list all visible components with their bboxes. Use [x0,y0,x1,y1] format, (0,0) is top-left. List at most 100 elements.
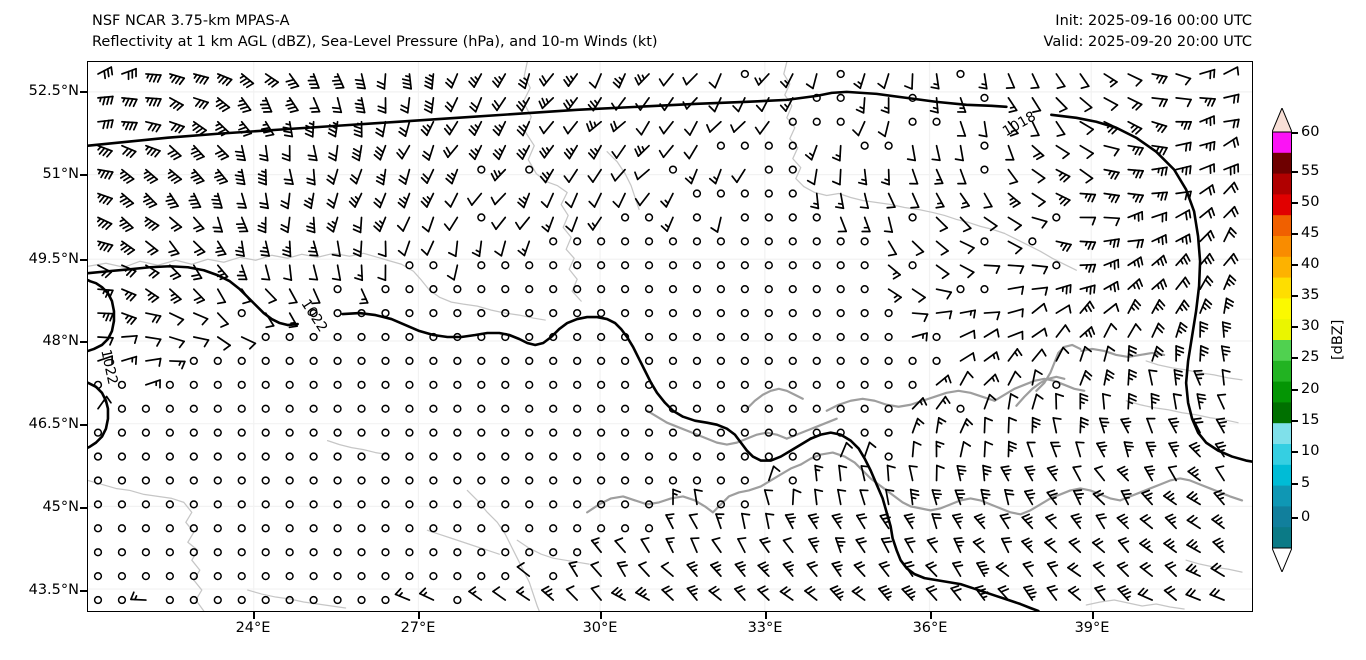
calm-wind-marker [405,261,414,270]
calm-wind-marker [788,380,797,389]
wind-barb [307,73,320,89]
wind-barb [973,513,986,530]
wind-barb [565,216,579,233]
wind-barb [1007,440,1017,458]
wind-barb [168,240,180,257]
calm-wind-marker [309,595,318,605]
colorbar-tick-mark [1292,389,1298,391]
wind-barb [1092,489,1106,506]
wind-barb [376,73,387,90]
calm-wind-marker [141,548,151,557]
calm-wind-marker [357,332,366,342]
wind-barb [590,561,602,577]
wind-barb [1187,466,1201,482]
wind-barb [1168,417,1180,434]
wind-barb [665,537,675,554]
wind-barb [97,168,114,180]
wind-barb [1163,490,1177,506]
wind-barb [121,355,138,366]
wind-barb [1021,537,1034,554]
wind-barb [911,440,922,458]
calm-wind-marker [429,285,438,294]
map-plot-area[interactable]: 1018 1022 1022 [87,61,1253,612]
calm-wind-marker [429,308,438,318]
wind-barb [1127,211,1144,222]
wind-barb [307,144,318,162]
wind-barb [1175,233,1192,245]
wind-barb [236,192,247,209]
wind-barb [236,264,248,281]
calm-wind-marker [692,213,702,222]
wind-barb [190,168,205,185]
wind-barb [167,168,183,184]
calm-wind-marker [932,117,941,126]
wind-barb [1151,97,1168,108]
calm-wind-marker [525,404,534,413]
wind-barb [959,216,972,233]
calm-wind-marker [740,308,750,318]
wind-barb [1215,465,1225,482]
calm-wind-marker [716,428,726,437]
calm-wind-marker [333,332,342,342]
calm-wind-marker [213,404,222,413]
wind-barb [658,73,674,87]
calm-wind-marker [309,404,318,413]
wind-barb [538,97,555,110]
wind-barb [258,144,269,162]
wind-barb [1175,253,1191,267]
reflectivity-colorbar[interactable] [1272,108,1292,572]
calm-wind-marker [333,548,342,557]
calm-wind-marker [309,308,318,318]
wind-barb [145,120,162,133]
wind-barb [935,374,952,386]
wind-barb [1223,136,1240,148]
wind-barb [401,73,412,90]
wind-barb [517,192,531,209]
wind-barb [1023,584,1037,601]
valid-time-label: Valid: 2025-09-20 20:00 UTC [1043,34,1252,51]
wind-barb [611,97,626,111]
calm-wind-marker [429,548,438,557]
wind-barb [1186,514,1201,530]
calm-wind-marker [453,308,462,318]
wind-barb [1079,284,1096,295]
calm-wind-marker [429,476,438,485]
calm-wind-marker [788,308,797,318]
calm-wind-marker [213,380,222,389]
wind-barb [1199,97,1216,107]
wind-barb [856,513,868,530]
colorbar-tick-label: 60 [1301,124,1320,140]
calm-wind-marker [381,285,390,294]
wind-barb [1079,192,1097,203]
wind-barb [611,586,626,601]
wind-barb [538,120,555,135]
calm-wind-marker [357,404,366,413]
wind-barb [878,585,893,601]
calm-wind-marker [429,261,438,270]
wind-barb [1007,168,1019,185]
y-axis-tick-mark [80,590,87,592]
calm-wind-marker [357,428,366,437]
wind-barb [216,264,229,281]
wind-barb [935,464,945,482]
calm-wind-marker [93,380,103,389]
wind-barb [121,334,138,345]
wind-barb [1005,73,1016,89]
calm-wind-marker [261,452,270,461]
wind-barb [443,144,459,159]
wind-barb [491,97,507,112]
calm-wind-marker [405,452,414,461]
calm-wind-marker [429,571,438,581]
wind-barb [257,216,267,234]
calm-wind-marker [357,571,366,581]
wind-barb [911,397,928,410]
wind-barb [587,97,602,112]
wind-barb [791,488,802,506]
calm-wind-marker [596,380,606,389]
wind-barb [999,513,1011,530]
wind-barb [715,513,725,530]
calm-wind-marker [405,285,414,294]
wind-barb [659,97,674,112]
calm-wind-marker [381,404,390,413]
